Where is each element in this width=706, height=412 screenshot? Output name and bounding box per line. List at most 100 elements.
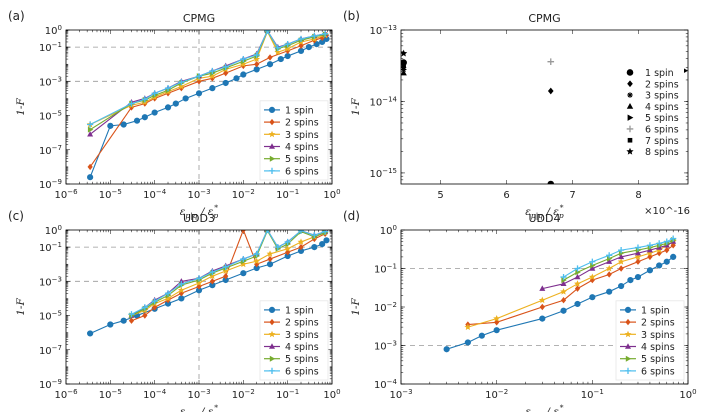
data-point (663, 238, 670, 245)
y-tick-label: 10−14 (369, 95, 397, 108)
data-point (267, 54, 273, 61)
data-point (253, 55, 261, 62)
data-point (267, 255, 273, 263)
legend-item: 5 spins (620, 354, 675, 365)
series-2 (401, 63, 554, 95)
data-point (539, 315, 546, 322)
y-tick-label: 10−2 (374, 301, 397, 314)
legend-item: 6 spins (264, 166, 319, 177)
data-point (627, 137, 633, 143)
data-point (626, 102, 634, 109)
data-point (87, 131, 94, 137)
data-point (277, 55, 284, 63)
data-point (627, 80, 633, 88)
panel-b: 5 6 7 8 10−15 10−14 10−13 ×10^-16 CPMG (b) εp|q / … (343, 9, 690, 220)
data-point (655, 246, 663, 254)
data-point (589, 294, 596, 301)
series-line (131, 230, 326, 315)
data-point (297, 230, 305, 234)
data-point (323, 237, 330, 244)
plot-frame (65, 29, 333, 185)
x-axis-label: εp|q / εp* (180, 203, 219, 220)
legend-item: 5 spins (627, 113, 679, 124)
legend-item: 1 spin (264, 105, 314, 116)
data-point (626, 147, 634, 155)
panel-d: 10−3 10−2 10−1 10010−410−310−210−1100UDD4(d… (343, 209, 697, 412)
series-1 (443, 253, 677, 353)
data-point (133, 117, 141, 124)
data-point (128, 311, 135, 318)
data-point (656, 240, 663, 247)
x-tick-label: 10−4 (143, 388, 167, 401)
legend-label: 5 spins (285, 154, 319, 165)
data-point (120, 317, 127, 324)
data-point (268, 367, 276, 374)
data-point (128, 317, 135, 324)
data-point (646, 249, 654, 257)
data-point (141, 304, 148, 311)
data-point (606, 258, 613, 264)
y-tick-label: 10−4 (374, 378, 398, 391)
data-point (560, 297, 567, 304)
data-point (319, 240, 326, 248)
data-point (128, 100, 135, 107)
data-point (311, 235, 317, 243)
data-point (196, 78, 202, 85)
data-point (268, 306, 276, 313)
data-point (253, 51, 260, 59)
y-tick-label: 10−5 (39, 110, 62, 123)
legend-item: 4 spins (620, 342, 675, 353)
x-tick-label: 100 (323, 188, 340, 201)
legend-item: 1 spin (626, 68, 674, 79)
data-point (547, 87, 554, 95)
series-6 (87, 30, 329, 128)
data-point (297, 47, 305, 55)
data-point (646, 246, 653, 253)
data-point (253, 257, 261, 265)
data-point (222, 263, 229, 270)
legend-item: 6 spins (626, 124, 679, 135)
series-line (563, 238, 674, 278)
plot-area (86, 30, 330, 181)
data-point (590, 262, 596, 269)
panel-a: 10−6 10−5 10−4 10−3 10−2 10−1 100 10−9 10−7 10−5 1… (8, 9, 341, 220)
series-3 (401, 66, 407, 73)
series-line (131, 230, 326, 317)
data-point (223, 272, 229, 280)
series-7 (401, 63, 406, 68)
legend-label: 8 spins (645, 147, 679, 158)
panel-title: UDD4 (529, 212, 561, 225)
data-point (253, 250, 260, 258)
data-point (178, 295, 185, 302)
x-tick-label: 10−2 (485, 388, 508, 401)
panel-label: (b) (343, 9, 360, 23)
x-tick-label: 10−2 (232, 388, 255, 401)
data-point (560, 273, 567, 281)
data-point (575, 269, 581, 276)
x-tick-label: 10−6 (54, 388, 78, 401)
y-tick-label: 10−3 (39, 75, 62, 88)
data-point (284, 245, 292, 252)
legend-label: 6 spins (645, 124, 679, 135)
data-point (606, 288, 613, 295)
legend-label: 3 spins (645, 91, 679, 102)
data-point (311, 232, 318, 239)
data-point (560, 280, 567, 287)
legend-label: 6 spins (285, 366, 319, 377)
x-axis-label: εp|q / εp* (525, 203, 564, 220)
data-point (560, 288, 567, 295)
data-point (172, 100, 179, 107)
legend-label: 6 spins (285, 166, 319, 177)
plot-frame (400, 29, 689, 185)
legend-label: 1 spin (285, 305, 314, 316)
data-point (464, 323, 472, 331)
data-point (195, 90, 203, 97)
data-point (151, 90, 158, 97)
series-6 (547, 58, 555, 66)
data-point (268, 330, 276, 338)
data-point (269, 355, 276, 362)
data-point (240, 71, 247, 78)
data-point (313, 40, 320, 48)
y-tick-label: 100 (45, 224, 62, 237)
